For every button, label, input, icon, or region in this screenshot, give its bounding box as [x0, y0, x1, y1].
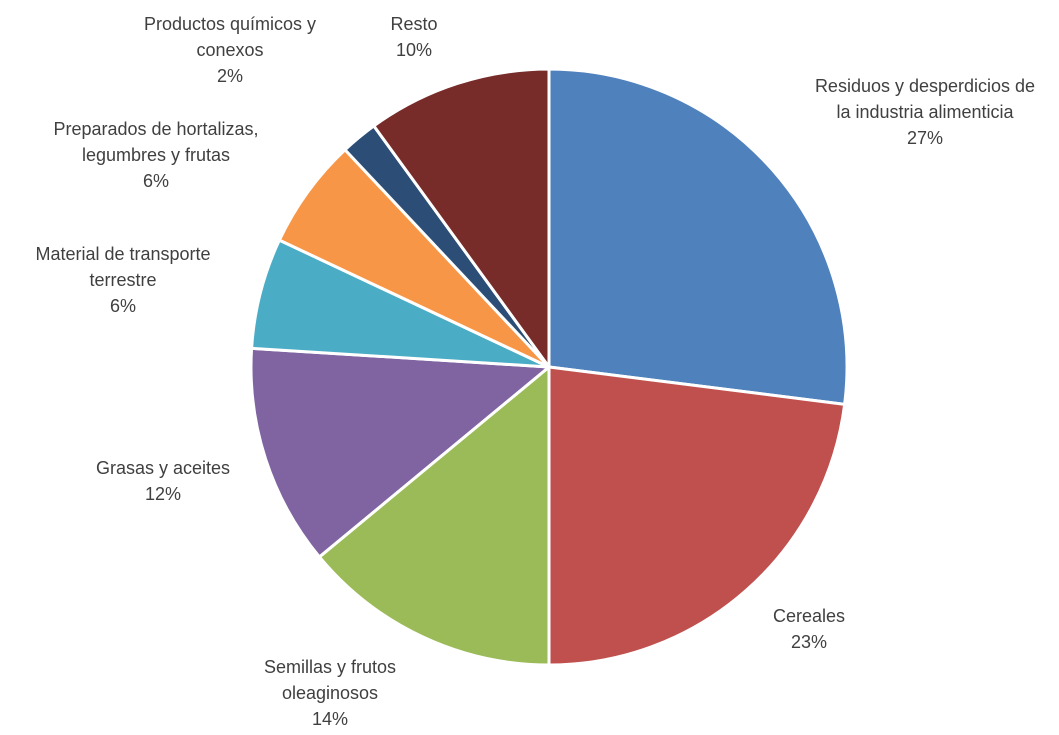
- slice-percent-label-5: 6%: [110, 296, 136, 316]
- pie-slice-1: [547, 67, 849, 406]
- slice-category-label-5: Material de transporte: [35, 244, 210, 264]
- pie-slices: [249, 67, 849, 667]
- slice-percent-label-1: 27%: [907, 128, 943, 148]
- slice-category-label-5: terrestre: [89, 270, 156, 290]
- slice-labels: Residuos y desperdicios de la industria a…: [35, 14, 1035, 729]
- pie-slice-4: [249, 346, 551, 559]
- slice-percent-label-7: 2%: [217, 66, 243, 86]
- slice-percent-label-6: 6%: [143, 171, 169, 191]
- slice-category-label-6: Preparados de hortalizas,: [53, 119, 258, 139]
- slice-percent-label-8: 10%: [396, 40, 432, 60]
- slice-category-label-7: Productos químicos y: [144, 14, 316, 34]
- slice-category-label-1: la industria alimenticia: [836, 102, 1014, 122]
- slice-category-label-3: Semillas y frutos: [264, 657, 396, 677]
- slice-percent-label-3: 14%: [312, 709, 348, 729]
- slice-category-label-4: Grasas y aceites: [96, 458, 230, 478]
- pie-slice-3: [317, 365, 551, 667]
- slice-category-label-7: conexos: [196, 40, 263, 60]
- slice-category-label-6: legumbres y frutas: [82, 145, 230, 165]
- slice-percent-label-4: 12%: [145, 484, 181, 504]
- pie-slice-2: [547, 365, 847, 667]
- slice-percent-label-2: 23%: [791, 632, 827, 652]
- slice-category-label-3: oleaginosos: [282, 683, 378, 703]
- slice-category-label-2: Cereales: [773, 606, 845, 626]
- pie-slice-8: [372, 67, 551, 369]
- slice-category-label-1: Residuos y desperdicios de: [815, 76, 1035, 96]
- slice-category-label-8: Resto: [390, 14, 437, 34]
